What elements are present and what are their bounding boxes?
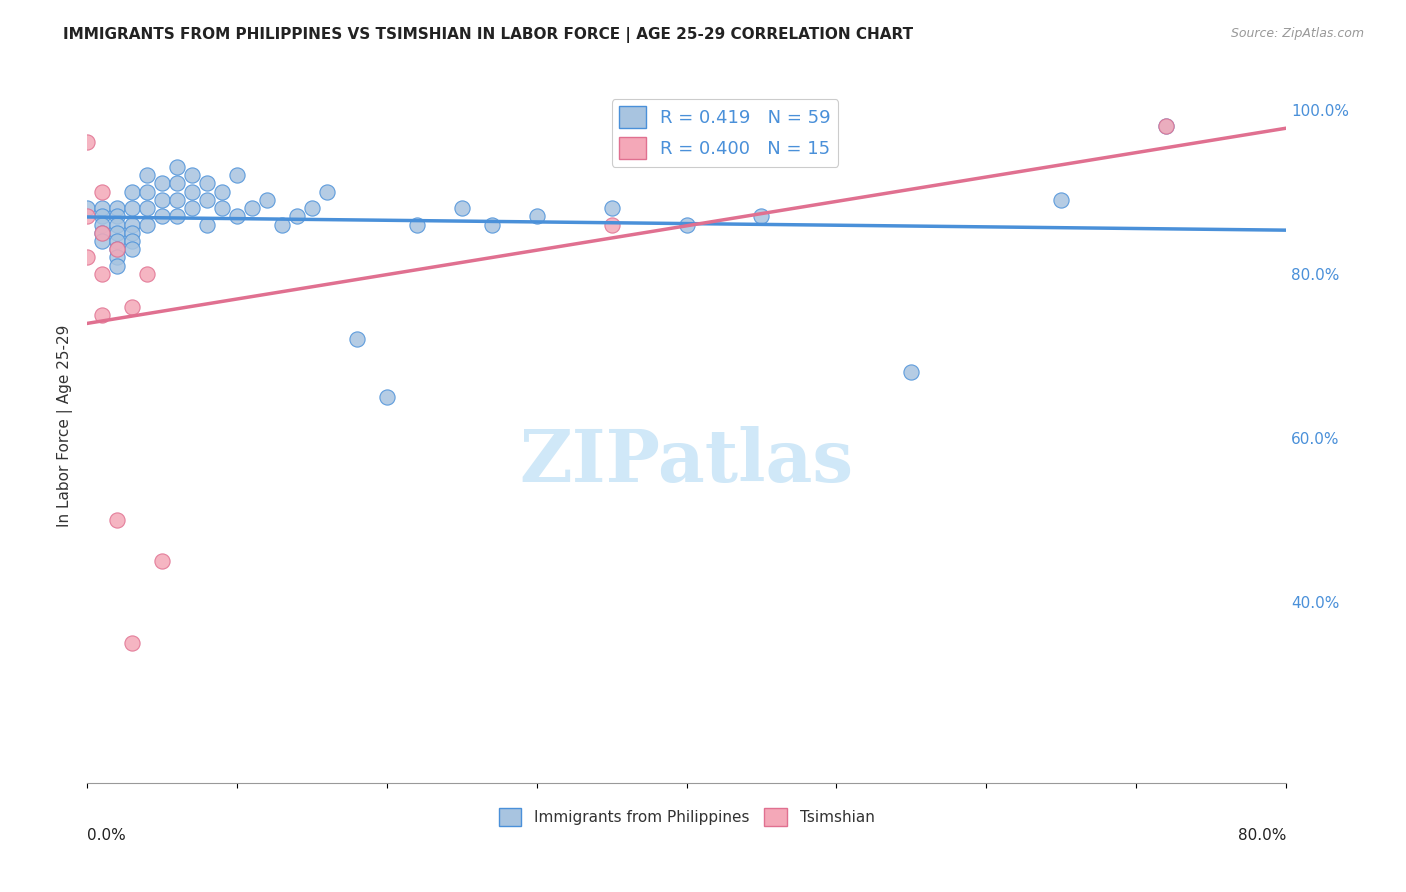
- Point: [76, 201, 98, 215]
- Point: [150, 177, 173, 191]
- Text: 80.0%: 80.0%: [1237, 828, 1286, 843]
- Point: [600, 218, 623, 232]
- Point: [105, 201, 128, 215]
- Point: [166, 177, 188, 191]
- Point: [166, 160, 188, 174]
- Point: [136, 218, 159, 232]
- Point: [166, 193, 188, 207]
- Point: [105, 210, 128, 224]
- Point: [195, 218, 218, 232]
- Point: [405, 218, 427, 232]
- Point: [226, 168, 249, 182]
- Point: [600, 201, 623, 215]
- Point: [301, 201, 323, 215]
- Point: [76, 136, 98, 150]
- Point: [481, 218, 503, 232]
- Point: [195, 193, 218, 207]
- Point: [181, 168, 204, 182]
- Point: [76, 251, 98, 265]
- Point: [91, 308, 114, 322]
- Point: [270, 218, 292, 232]
- Point: [91, 185, 114, 199]
- Point: [121, 218, 143, 232]
- Point: [121, 226, 143, 240]
- Point: [181, 201, 204, 215]
- Point: [105, 242, 128, 256]
- Point: [150, 193, 173, 207]
- Point: [1154, 119, 1177, 133]
- Point: [900, 365, 922, 379]
- Point: [121, 242, 143, 256]
- Legend: Immigrants from Philippines, Tsimshian: Immigrants from Philippines, Tsimshian: [492, 802, 880, 832]
- Point: [105, 226, 128, 240]
- Text: 0.0%: 0.0%: [87, 828, 125, 843]
- Text: Source: ZipAtlas.com: Source: ZipAtlas.com: [1230, 27, 1364, 40]
- Point: [105, 513, 128, 527]
- Point: [91, 226, 114, 240]
- Point: [211, 201, 233, 215]
- Point: [105, 234, 128, 248]
- Point: [91, 267, 114, 281]
- Point: [136, 168, 159, 182]
- Point: [226, 210, 249, 224]
- Point: [240, 201, 263, 215]
- Point: [211, 185, 233, 199]
- Point: [1154, 119, 1177, 133]
- Point: [285, 210, 308, 224]
- Point: [1050, 193, 1073, 207]
- Point: [105, 218, 128, 232]
- Point: [526, 210, 548, 224]
- Point: [195, 177, 218, 191]
- Point: [315, 185, 337, 199]
- Text: IMMIGRANTS FROM PHILIPPINES VS TSIMSHIAN IN LABOR FORCE | AGE 25-29 CORRELATION : IMMIGRANTS FROM PHILIPPINES VS TSIMSHIAN…: [63, 27, 914, 43]
- Point: [346, 333, 368, 347]
- Point: [166, 210, 188, 224]
- Point: [121, 636, 143, 650]
- Point: [150, 554, 173, 568]
- Point: [91, 218, 114, 232]
- Point: [121, 300, 143, 314]
- Point: [91, 234, 114, 248]
- Point: [121, 234, 143, 248]
- Y-axis label: In Labor Force | Age 25-29: In Labor Force | Age 25-29: [58, 325, 73, 527]
- Point: [136, 267, 159, 281]
- Point: [121, 185, 143, 199]
- Point: [181, 185, 204, 199]
- Point: [76, 210, 98, 224]
- Point: [256, 193, 278, 207]
- Point: [450, 201, 472, 215]
- Point: [375, 390, 398, 404]
- Point: [105, 251, 128, 265]
- Point: [105, 259, 128, 273]
- Point: [91, 226, 114, 240]
- Point: [150, 210, 173, 224]
- Point: [91, 201, 114, 215]
- Point: [751, 210, 773, 224]
- Point: [91, 210, 114, 224]
- Point: [136, 201, 159, 215]
- Point: [675, 218, 697, 232]
- Point: [136, 185, 159, 199]
- Point: [121, 201, 143, 215]
- Text: ZIPatlas: ZIPatlas: [519, 425, 853, 497]
- Point: [105, 242, 128, 256]
